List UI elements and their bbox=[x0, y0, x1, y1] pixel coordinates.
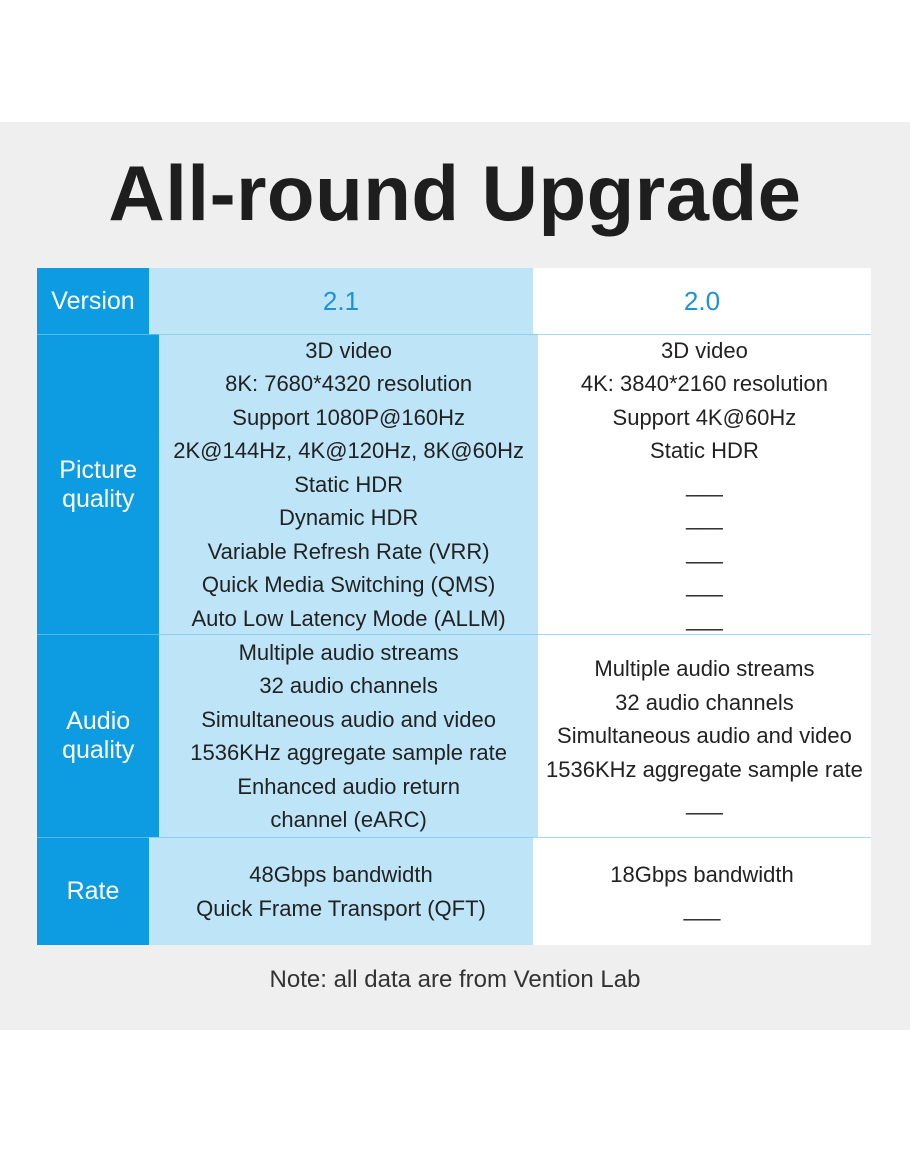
feature-line: Variable Refresh Rate (VRR) bbox=[207, 538, 490, 564]
feature-line: ___ bbox=[686, 471, 723, 497]
row-label: Audio quality bbox=[37, 634, 160, 837]
feature-line: Dynamic HDR bbox=[278, 505, 419, 531]
version-20-cell: 2.0 bbox=[533, 268, 871, 334]
table-row: Audio quality Multiple audio streams 32 a… bbox=[37, 634, 871, 837]
v20-cell: Multiple audio streams 32 audio channels S… bbox=[537, 634, 871, 837]
table-row: Rate 48Gbps bandwidth Quick Frame Transpo… bbox=[37, 837, 871, 945]
row-label: Picture quality bbox=[37, 334, 160, 634]
feature-line: Support 1080P@160Hz bbox=[232, 404, 465, 430]
v21-cell: Multiple audio streams 32 audio channels S… bbox=[159, 634, 538, 837]
feature-line: Simultaneous audio and video bbox=[557, 723, 852, 749]
feature-line: Auto Low Latency Mode (ALLM) bbox=[191, 605, 506, 631]
feature-line: channel (eARC) bbox=[270, 807, 427, 832]
page-title: All-round Upgrade bbox=[108, 149, 802, 237]
feature-line: ___ bbox=[686, 572, 723, 598]
footnote: Note: all data are from Vention Lab bbox=[269, 966, 641, 993]
v21-cell: 48Gbps bandwidth Quick Frame Transport (Q… bbox=[149, 837, 533, 945]
feature-line: 32 audio channels bbox=[615, 689, 794, 715]
feature-line: ___ bbox=[686, 790, 723, 816]
v21-cell: 3D video 8K: 7680*4320 resolution Support … bbox=[159, 334, 538, 634]
version-21-cell: 2.1 bbox=[149, 268, 533, 334]
feature-line: Multiple audio streams bbox=[238, 639, 459, 665]
feature-line: 1536KHz aggregate sample rate bbox=[546, 756, 863, 782]
feature-line: 3D video bbox=[305, 337, 393, 363]
feature-line: ___ bbox=[683, 895, 721, 921]
version-label: Version bbox=[37, 268, 149, 334]
feature-line: Quick Media Switching (QMS) bbox=[201, 572, 496, 598]
row-label: Rate bbox=[37, 837, 149, 945]
version-21: 2.1 bbox=[322, 285, 360, 316]
header-row: Version 2.1 2.0 bbox=[37, 268, 871, 334]
feature-line: 48Gbps bandwidth bbox=[249, 862, 433, 887]
feature-line: 8K: 7680*4320 resolution bbox=[225, 371, 473, 397]
comparison-table: Version 2.1 2.0 Picture quality 3D video… bbox=[37, 268, 871, 945]
feature-line: Static HDR bbox=[294, 471, 404, 497]
feature-line: 32 audio channels bbox=[259, 673, 438, 698]
v20-cell: 18Gbps bandwidth ___ bbox=[533, 837, 871, 945]
feature-line: ___ bbox=[686, 505, 723, 531]
feature-line: 1536KHz aggregate sample rate bbox=[190, 740, 507, 765]
v20-cell: 3D video 4K: 3840*2160 resolution Support … bbox=[537, 334, 871, 634]
feature-line: ___ bbox=[686, 605, 723, 631]
feature-line: Multiple audio streams bbox=[594, 656, 815, 682]
feature-line: Enhanced audio return bbox=[237, 773, 460, 799]
feature-line: Support 4K@60Hz bbox=[612, 404, 797, 430]
feature-line: ___ bbox=[686, 538, 723, 564]
feature-line: 4K: 3840*2160 resolution bbox=[580, 371, 828, 397]
feature-line: Static HDR bbox=[650, 438, 759, 464]
version-20: 2.0 bbox=[683, 285, 721, 316]
feature-line: Quick Frame Transport (QFT) bbox=[196, 895, 486, 921]
feature-line: Simultaneous audio and video bbox=[201, 706, 496, 732]
feature-line: 2K@144Hz, 4K@120Hz, 8K@60Hz bbox=[173, 438, 524, 464]
feature-line: 18Gbps bandwidth bbox=[610, 862, 794, 887]
feature-line: 3D video bbox=[661, 337, 748, 363]
table-row: Picture quality 3D video 8K: 7680*4320 re… bbox=[37, 334, 871, 634]
